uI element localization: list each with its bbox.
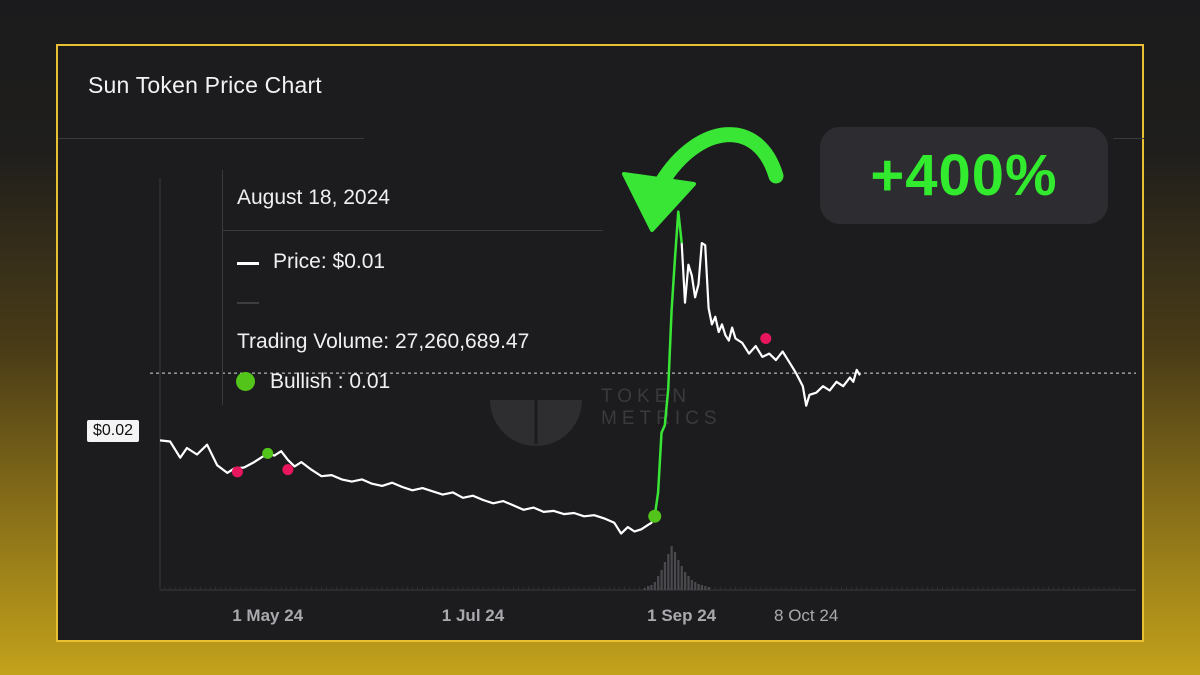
volume-bar (643, 588, 646, 590)
watermark-text: METRICS (601, 408, 722, 429)
chart-title: Sun Token Price Chart (88, 72, 322, 98)
volume-bar (650, 585, 653, 590)
volume-bar (657, 576, 660, 590)
tooltip-trading-volume: Trading Volume: 27,260,689.47 (237, 330, 530, 353)
token-metrics-logo (488, 398, 584, 451)
bearish-signal-dot (760, 332, 772, 344)
volume-bar (684, 572, 687, 590)
volume-bar (680, 566, 683, 590)
watermark-text: TOKEN (601, 386, 692, 407)
gain-badge: +400% (820, 127, 1108, 224)
price-line-rally (653, 210, 683, 517)
volume-bar (670, 546, 673, 590)
price-line-before (159, 439, 656, 535)
price-legend-swatch (237, 262, 259, 265)
volume-bar (663, 562, 667, 590)
volume-bar (694, 582, 697, 590)
tooltip-bullish: Bullish : 0.01 (270, 370, 391, 393)
bullish-dot-icon (236, 372, 255, 391)
x-tick-label: 8 Oct 24 (774, 606, 838, 625)
volume-bar (690, 580, 693, 590)
legend-swatch-faint (237, 302, 259, 304)
volume-bar (700, 585, 704, 590)
volume-bar (687, 576, 690, 590)
volume-bar (653, 582, 656, 590)
volume-bar (707, 587, 710, 590)
volume-bar (673, 552, 677, 590)
curved-arrow-icon (654, 127, 784, 190)
x-tick-label: 1 May 24 (232, 606, 303, 625)
volume-bar (667, 554, 670, 590)
gain-badge-text: +400% (870, 143, 1058, 208)
arrow-head-icon (622, 172, 696, 232)
bullish-signal-dot (648, 509, 662, 523)
price-line-after (680, 242, 861, 407)
volume-bar (697, 584, 700, 590)
price-chart: 1 May 24 1 Jul 24 1 Sep 24 8 Oct 24 (150, 127, 1136, 625)
bearish-signal-dot (282, 464, 294, 476)
volume-bar (677, 560, 680, 590)
volume-bar (660, 570, 663, 590)
tooltip-date: August 18, 2024 (237, 186, 390, 209)
chart-tooltip: August 18, 2024 Price: $0.01 Trading Vol… (222, 170, 603, 405)
header-divider (58, 138, 364, 139)
tooltip-price: Price: $0.01 (273, 250, 386, 273)
tooltip-divider (223, 230, 603, 231)
price-axis-label: $0.02 (87, 420, 140, 442)
volume-bar (647, 586, 650, 590)
chart-card: Sun Token Price Chart TOKEN METRICS 1 Ma… (56, 44, 1144, 642)
x-tick-label: 1 Jul 24 (442, 606, 505, 625)
volume-bar (704, 586, 707, 590)
header-divider-right (1113, 138, 1144, 139)
bearish-signal-dot (231, 466, 243, 478)
x-tick-label: 1 Sep 24 (647, 606, 717, 625)
bullish-signal-dot (262, 447, 274, 459)
